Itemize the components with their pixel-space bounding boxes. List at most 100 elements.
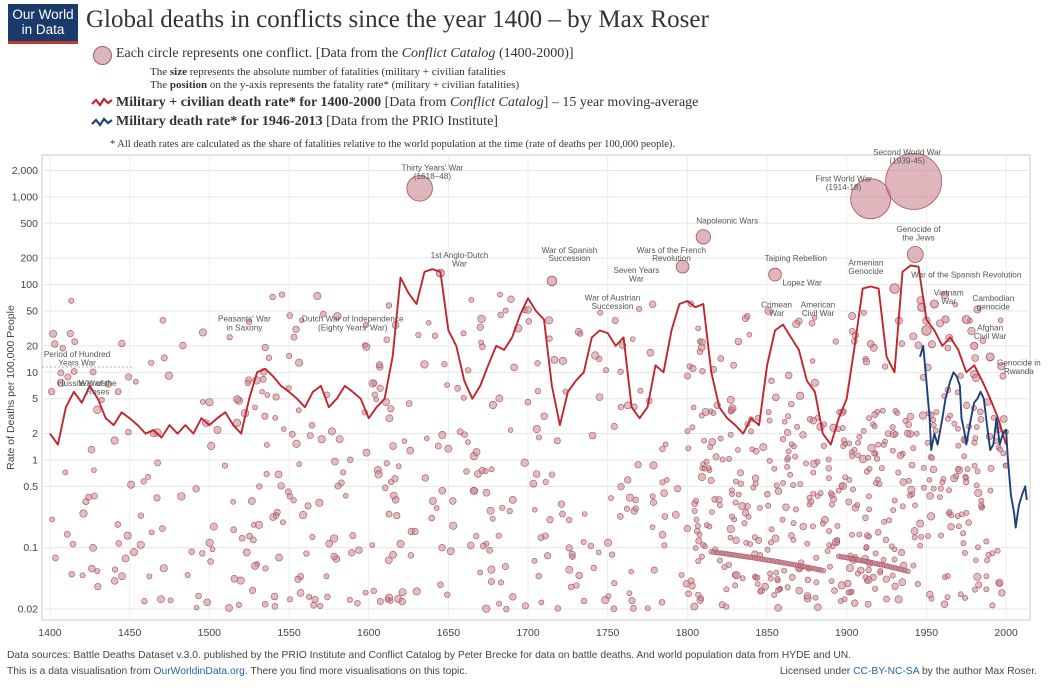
- conflict-circle: [698, 338, 706, 346]
- owid-link[interactable]: OurWorldinData.org: [153, 666, 245, 677]
- conflict-circle: [529, 479, 538, 488]
- conflict-circle: [862, 514, 869, 522]
- conflict-circle: [376, 598, 384, 605]
- conflict-circle: [788, 441, 795, 448]
- conflict-circle: [764, 546, 771, 553]
- conflict-circle: [784, 584, 791, 591]
- conflict-circle: [472, 448, 481, 456]
- license-link[interactable]: CC-BY-NC-SA: [853, 666, 920, 677]
- conflict-circle: [825, 465, 832, 472]
- conflict-circle: [479, 343, 486, 350]
- conflict-circle: [153, 494, 161, 502]
- conflict-circle: [554, 605, 561, 612]
- conflict-circle: [779, 516, 786, 523]
- conflict-circle: [148, 529, 155, 536]
- conflict-circle: [309, 534, 316, 541]
- conflict-circle: [63, 530, 71, 538]
- conflict-circle: [962, 473, 969, 480]
- conflict-circle: [757, 504, 763, 511]
- conflict-circle: [244, 379, 251, 387]
- conflict-circle: [49, 516, 56, 523]
- conflict-annotation: Succession: [549, 254, 591, 263]
- conflict-circle: [692, 545, 699, 551]
- conflict-circle: [695, 558, 702, 565]
- conflict-circle: [389, 550, 397, 559]
- conflict-circle: [209, 522, 218, 531]
- conflict-circle: [946, 509, 953, 515]
- conflict-circle: [741, 520, 748, 527]
- conflict-circle: [771, 592, 778, 598]
- conflict-circle: [938, 485, 944, 492]
- conflict-circle: [71, 338, 78, 345]
- conflict-circle: [698, 595, 704, 602]
- conflict-circle: [875, 441, 881, 448]
- conflict-circle: [278, 291, 286, 298]
- conflict-circle: [803, 460, 809, 467]
- conflict-circle: [460, 330, 467, 337]
- conflict-circle: [849, 453, 856, 459]
- conflict-circle: [964, 466, 971, 472]
- conflict-circle: [933, 409, 940, 416]
- conflict-circle: [880, 441, 887, 448]
- conflict-circle: [649, 300, 657, 308]
- conflict-circle: [623, 505, 630, 512]
- conflict-circle: [703, 458, 710, 465]
- conflict-circle: [739, 575, 746, 582]
- death-rate-lines: [49, 264, 1028, 529]
- conflict-circle: [407, 552, 415, 559]
- conflict-annotation: War: [769, 309, 784, 318]
- conflict-circle: [975, 581, 983, 589]
- conflict-annotation: Armenian: [848, 258, 883, 267]
- conflict-circle: [973, 572, 982, 581]
- chart-axes: 2,000 1,000 500 200 100 50 20 10 5 2 1 0.5 0.1 0.02 14…: [5, 165, 1018, 639]
- x-tick-label: 1600: [357, 627, 381, 639]
- conflict-circle: [259, 389, 265, 395]
- conflict-circle: [355, 546, 363, 554]
- conflict-circle: [693, 516, 700, 523]
- legend-size-a: The: [150, 66, 170, 78]
- conflict-circle: [463, 468, 470, 475]
- conflict-circle: [790, 536, 797, 543]
- conflict-circle: [659, 479, 666, 486]
- conflict-circle: [284, 488, 292, 496]
- conflict-circle: [292, 325, 300, 333]
- conflict-circle: [881, 518, 888, 525]
- conflict-circle: [118, 339, 126, 348]
- legend-circles-c: (1400-2000)]: [495, 46, 574, 61]
- conflict-circle: [706, 523, 713, 530]
- conflict-circle: [272, 393, 280, 401]
- conflict-circle: [548, 471, 556, 478]
- conflict-circle: [700, 541, 706, 548]
- conflict-circle: [159, 564, 168, 573]
- conflict-circle: [57, 378, 65, 387]
- conflict-circle: [688, 582, 696, 590]
- conflict-circle: [595, 393, 604, 401]
- conflict-circle: [898, 549, 906, 557]
- conflict-annotation: Taiping Rebellion: [765, 254, 828, 263]
- conflict-circle: [872, 585, 879, 592]
- conflict-circle: [264, 442, 270, 448]
- conflict-circle: [726, 524, 735, 533]
- conflict-circle: [385, 414, 394, 423]
- conflict-circle: [732, 582, 739, 589]
- legend-red-line-icon: [91, 97, 113, 107]
- conflict-circle: [489, 515, 496, 522]
- conflict-circle: [91, 492, 98, 500]
- conflict-circle: [916, 519, 925, 528]
- conflict-circle: [68, 297, 75, 304]
- conflict-circle: [987, 487, 994, 494]
- conflict-circle: [723, 603, 730, 610]
- conflict-circle: [671, 510, 680, 519]
- y-tick-label: 2: [32, 428, 38, 440]
- conflict-circle: [610, 423, 618, 430]
- conflict-circle: [855, 570, 861, 577]
- conflict-circle: [376, 361, 383, 369]
- conflict-circle: [70, 368, 78, 375]
- conflict-circle: [487, 565, 496, 574]
- footer-sources: Data sources: Battle Deaths Dataset v.3.…: [7, 650, 852, 661]
- conflict-circle: [376, 384, 384, 392]
- conflict-circle: [497, 311, 504, 319]
- conflict-circle: [767, 570, 774, 577]
- conflict-circle: [874, 476, 881, 483]
- conflict-circle: [788, 573, 796, 581]
